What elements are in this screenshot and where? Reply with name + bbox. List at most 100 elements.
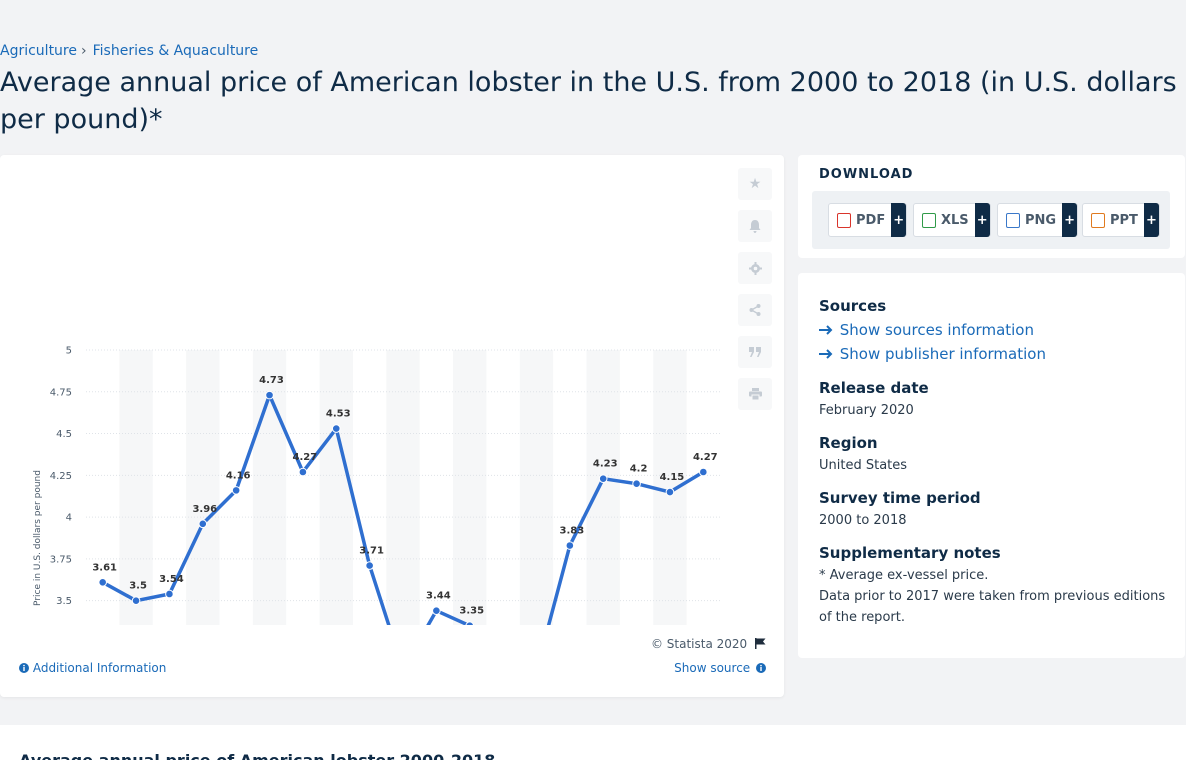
supplementary-notes-heading: Supplementary notes (819, 544, 1001, 562)
chart-grid (86, 349, 720, 602)
page-title: Average annual price of American lobster… (0, 67, 1177, 135)
pdf-file-icon (837, 212, 851, 228)
download-png-plus[interactable]: + (1062, 203, 1078, 237)
download-png-button[interactable]: PNG + (997, 203, 1079, 237)
data-labels: 3.613.53.543.964.164.734.274.533.713.093… (92, 375, 718, 617)
data-point (131, 596, 141, 605)
flag-icon[interactable] (755, 638, 766, 649)
copyright-text: © Statista 2020 (650, 637, 748, 651)
breadcrumb-fisheries[interactable]: Fisheries & Aquaculture (92, 43, 259, 59)
chart-bands (119, 350, 687, 625)
data-point (165, 589, 174, 599)
supplementary-note-1: * Average ex-vessel price. (819, 568, 989, 583)
supplementary-note-2: Data prior to 2017 were taken from previ… (819, 589, 1166, 625)
y-tick-label: 3.5 (56, 596, 72, 607)
y-tick-label: 4.5 (56, 429, 72, 440)
release-date-heading: Release date (819, 379, 929, 397)
show-sources-label: Show sources information (839, 321, 1034, 339)
download-ppt-plus[interactable]: + (1143, 203, 1159, 237)
region-value: United States (819, 458, 908, 473)
series-points (98, 390, 708, 625)
download-pdf-button[interactable]: PDF + (828, 203, 908, 237)
breadcrumb-separator: › (81, 43, 87, 59)
statistic-info-panel: Sources Show sources information Show pu… (798, 273, 1185, 658)
data-point (665, 487, 675, 497)
data-label: 3.44 (426, 591, 451, 602)
download-xls-plus[interactable]: + (974, 203, 990, 237)
release-date-value: February 2020 (819, 403, 914, 418)
sources-heading: Sources (819, 297, 887, 315)
quote-icon[interactable] (738, 336, 772, 368)
download-xls-button[interactable]: XLS + (913, 203, 991, 237)
survey-period-heading: Survey time period (819, 489, 981, 507)
data-label: 3.61 (92, 562, 117, 573)
show-source-label: Show source (674, 661, 751, 675)
data-point (265, 390, 274, 400)
show-publisher-label: Show publisher information (839, 345, 1046, 363)
data-point (598, 474, 608, 483)
survey-period-value: 2000 to 2018 (819, 513, 907, 528)
download-panel: DOWNLOAD PDF + XLS + PNG + PPT + (798, 155, 1185, 258)
data-point (231, 486, 241, 495)
chart-band (186, 350, 220, 625)
xls-file-icon (922, 212, 936, 228)
star-icon[interactable]: ★ (738, 168, 772, 200)
show-publisher-link[interactable]: Show publisher information (819, 345, 1046, 363)
show-sources-link[interactable]: Show sources information (819, 321, 1034, 339)
data-point (432, 606, 441, 615)
data-label: 4.16 (226, 470, 251, 481)
print-icon[interactable] (738, 378, 772, 410)
info-icon (19, 663, 29, 673)
additional-information-label: Additional Information (32, 661, 167, 675)
data-point (198, 519, 208, 529)
show-source-link[interactable]: Show source (674, 661, 766, 675)
bottom-section-title: Average annual price of American lobster… (19, 751, 495, 760)
region-heading: Region (819, 434, 878, 452)
bell-icon[interactable] (738, 210, 772, 242)
download-heading: DOWNLOAD (819, 167, 914, 182)
arrow-right-icon (819, 349, 833, 359)
data-point (365, 561, 374, 570)
data-label: 3.54 (159, 574, 184, 585)
share-icon[interactable] (738, 294, 772, 326)
data-label: 4.27 (693, 452, 718, 463)
download-button-bar: PDF + XLS + PNG + PPT + (812, 191, 1170, 249)
data-point (298, 467, 308, 477)
chart-band (319, 350, 353, 625)
data-label: 3.83 (559, 526, 584, 537)
bottom-section: Average annual price of American lobster… (0, 725, 1186, 760)
data-label: 3.5 (129, 581, 147, 592)
breadcrumb-agriculture[interactable]: Agriculture (0, 43, 77, 59)
chart-band (453, 350, 487, 625)
download-ppt-button[interactable]: PPT + (1082, 203, 1160, 237)
download-png-label: PNG (1025, 212, 1057, 228)
data-label: 4.73 (259, 375, 284, 386)
download-ppt-label: PPT (1110, 212, 1138, 228)
top-navigation-bar (0, 0, 1186, 36)
chart-band (386, 350, 420, 625)
copyright-notice: © Statista 2020 (651, 637, 766, 651)
chart-band (119, 350, 153, 625)
data-point (565, 541, 575, 550)
data-label: 4.27 (293, 452, 318, 463)
ppt-file-icon (1091, 212, 1105, 228)
data-label: 3.96 (192, 504, 217, 515)
y-tick-label: 4.25 (50, 471, 72, 482)
info-icon (756, 663, 766, 673)
gear-icon[interactable] (738, 252, 772, 284)
y-tick-label: 4 (66, 513, 72, 524)
additional-information-link[interactable]: Additional Information (19, 661, 166, 675)
download-pdf-label: PDF (856, 212, 886, 228)
y-tick-label: 3.75 (50, 554, 72, 565)
download-pdf-plus[interactable]: + (891, 203, 907, 237)
data-label: 4.53 (326, 409, 351, 420)
chart-band (519, 350, 554, 625)
chart-band (586, 350, 620, 625)
y-tick-label: 5 (66, 346, 72, 357)
data-point (632, 479, 641, 488)
data-label: 4.23 (593, 459, 618, 470)
download-xls-label: XLS (941, 212, 969, 228)
